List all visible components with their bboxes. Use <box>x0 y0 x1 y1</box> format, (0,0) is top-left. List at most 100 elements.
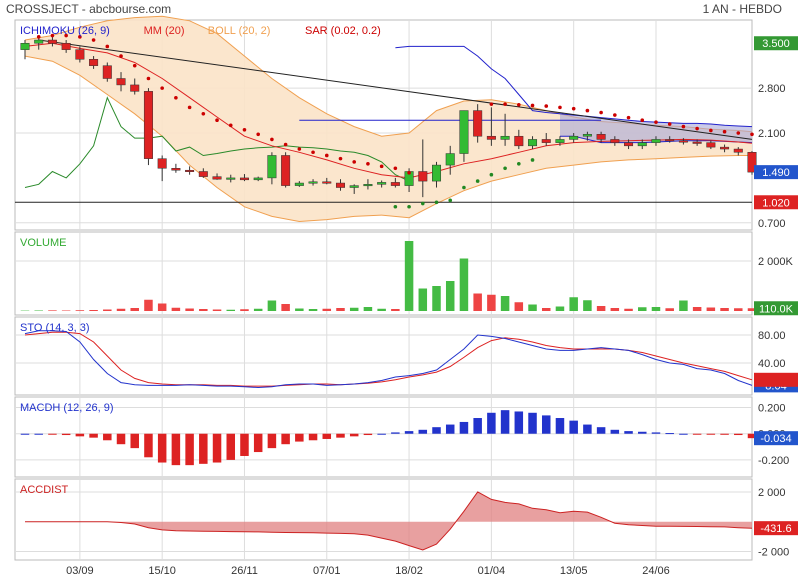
y-tick-label: 2.100 <box>758 128 786 140</box>
sar-dot <box>654 120 658 124</box>
candle-body <box>445 153 455 166</box>
legend-label: VOLUME <box>20 237 66 249</box>
volume-bar <box>734 308 743 311</box>
volume-bar <box>144 299 153 311</box>
candle-body <box>432 164 442 182</box>
sar-dot <box>338 156 343 161</box>
volume-bar <box>48 310 57 311</box>
macd-bar <box>734 433 743 436</box>
candle-body <box>294 182 304 186</box>
macd-bar <box>720 433 729 435</box>
candle-body <box>610 139 620 143</box>
sar-dot <box>626 115 631 120</box>
header-title: CROSSJECT - abcbourse.com <box>6 2 172 16</box>
sar-dot <box>736 131 741 135</box>
volume-bar <box>130 308 139 311</box>
value-badge-label: -431.6 <box>760 523 791 535</box>
macd-bar <box>692 433 702 435</box>
candle-body <box>143 91 153 159</box>
volume-bar <box>528 304 537 311</box>
volume-bar <box>459 258 469 311</box>
sar-dot <box>681 124 686 129</box>
sar-dot <box>105 44 110 49</box>
volume-bar <box>596 306 606 311</box>
macd-bar <box>638 431 647 434</box>
volume-bar <box>226 309 236 311</box>
candle-body <box>212 176 222 180</box>
candle-body <box>733 148 743 153</box>
volume-bar <box>665 308 674 311</box>
candle-body <box>102 65 112 79</box>
macd-bar <box>89 433 98 438</box>
sar-dot <box>311 150 315 155</box>
volume-bar <box>432 286 441 311</box>
x-tick-label: 15/10 <box>148 565 176 577</box>
macd-bar <box>404 431 414 434</box>
volume-bar <box>541 308 551 311</box>
macd-bar <box>212 433 222 463</box>
sar-dot <box>187 105 192 110</box>
macd-bar <box>157 433 167 463</box>
y-tick-label: -0.200 <box>758 455 789 467</box>
sar-dot <box>91 38 96 42</box>
volume-bar <box>569 297 578 311</box>
x-tick-label: 07/01 <box>313 565 341 577</box>
volume-bar <box>624 308 633 311</box>
candle-body <box>281 155 291 186</box>
candle-body <box>171 168 181 171</box>
macd-bar <box>377 433 386 435</box>
accdist-line <box>25 491 753 551</box>
candle-body <box>500 135 510 140</box>
y-tick-label: 0.200 <box>758 403 786 415</box>
volume-bar <box>75 310 85 311</box>
candle-body <box>528 139 538 147</box>
sar-dot <box>146 76 151 81</box>
macd-bar <box>240 433 249 456</box>
x-tick-label: 24/06 <box>642 565 670 577</box>
macd-bar <box>308 433 318 441</box>
candle-body <box>335 182 345 188</box>
macd-bar <box>34 433 43 435</box>
volume-bar <box>185 308 194 311</box>
value-badge-label: 1.490 <box>762 167 790 179</box>
sar-dot <box>695 126 699 131</box>
y-tick-label: 2 000 <box>758 487 786 499</box>
value-badge-label: -0.034 <box>760 433 791 445</box>
macd-bar <box>336 433 345 438</box>
volume-bar <box>363 307 373 311</box>
legend-label: ICHIMOKU (26, 9) <box>20 25 110 37</box>
candle-body <box>747 152 757 173</box>
candle-body <box>596 134 606 140</box>
candle-body <box>363 184 373 187</box>
volume-bar <box>418 288 428 311</box>
sar-dot <box>571 106 576 111</box>
macd-bar <box>555 418 565 434</box>
candle-body <box>308 181 318 184</box>
sar-dot <box>379 164 384 169</box>
macd-bar <box>103 433 112 441</box>
y-tick-label: 0.700 <box>758 218 786 230</box>
macd-bar <box>624 431 633 434</box>
sar-dot <box>585 108 590 113</box>
sar-dot <box>434 200 439 205</box>
sar-dot <box>393 166 398 171</box>
candle-body <box>569 135 579 140</box>
value-badge-label: 1.020 <box>762 197 790 209</box>
volume-bar <box>487 294 496 311</box>
candle-body <box>34 39 44 44</box>
macd-bar <box>61 433 71 436</box>
sar-dot <box>215 118 219 122</box>
candle-body <box>116 78 126 86</box>
candle-body <box>390 182 400 186</box>
candle-body <box>706 142 716 148</box>
macd-bar <box>569 420 578 434</box>
volume-bar <box>679 300 688 311</box>
value-badge <box>754 165 798 180</box>
sar-dot <box>462 185 466 190</box>
candle-body <box>198 171 208 177</box>
macd-bar <box>363 433 373 436</box>
candle-body <box>665 139 675 142</box>
macd-bar <box>679 433 688 435</box>
sar-dot <box>640 118 645 122</box>
